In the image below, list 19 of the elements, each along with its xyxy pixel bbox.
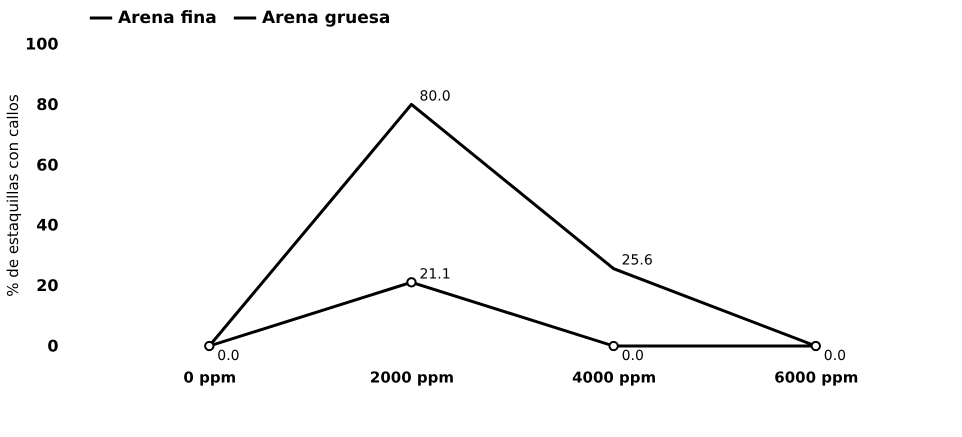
data-label: 80.0 [419, 88, 451, 104]
legend-label: Arena fina [118, 8, 217, 28]
legend-label: Arena gruesa [262, 8, 390, 28]
data-label: 21.1 [419, 266, 451, 282]
data-label: 0.0 [824, 348, 846, 364]
data-label: 25.6 [622, 252, 653, 269]
data-label: 0.0 [217, 348, 240, 364]
x-tick-label: 4000 ppm [572, 368, 656, 386]
y-tick-label: 100 [25, 34, 58, 54]
y-tick-label: 80 [36, 94, 58, 114]
y-axis-title: % de estaquillas con callos [4, 94, 22, 297]
data-label: 0.0 [622, 348, 644, 364]
y-tick-label: 20 [36, 276, 58, 296]
y-tick-label: 0 [47, 336, 58, 356]
y-tick-label: 40 [36, 216, 58, 235]
x-tick-label: 2000 ppm [370, 368, 454, 386]
x-tick-label: 6000 ppm [774, 368, 858, 386]
y-tick-label: 60 [36, 155, 58, 174]
x-tick-label: 0 ppm [183, 368, 236, 386]
